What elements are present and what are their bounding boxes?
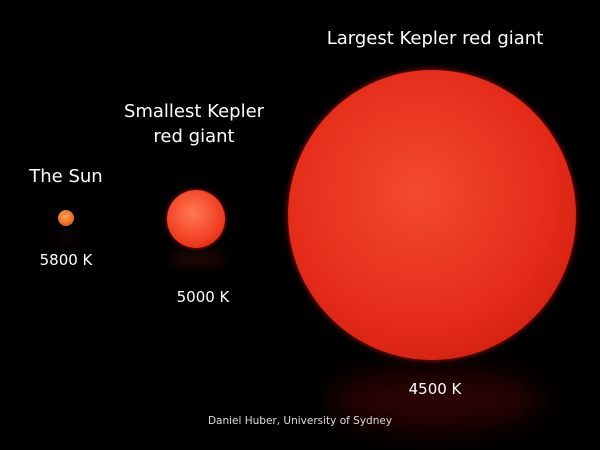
smallest-label-line1: Smallest Kepler [123,101,265,122]
largest-giant-disk [288,70,576,360]
smallest-temperature: 5000 K [176,288,230,306]
smallest-label-line2: red giant [153,126,235,147]
sun-temperature: 5800 K [39,251,93,269]
smallest-reflection [170,252,226,266]
credit: Daniel Huber, University of Sydney [207,415,393,427]
largest-reflection [330,370,540,430]
sun-reflection [58,236,74,242]
sun-disk [58,210,74,226]
largest-temperature: 4500 K [408,380,462,398]
largest-label: Largest Kepler red giant [326,28,544,49]
sun-label: The Sun [29,166,103,187]
smallest-giant-disk [167,190,225,248]
